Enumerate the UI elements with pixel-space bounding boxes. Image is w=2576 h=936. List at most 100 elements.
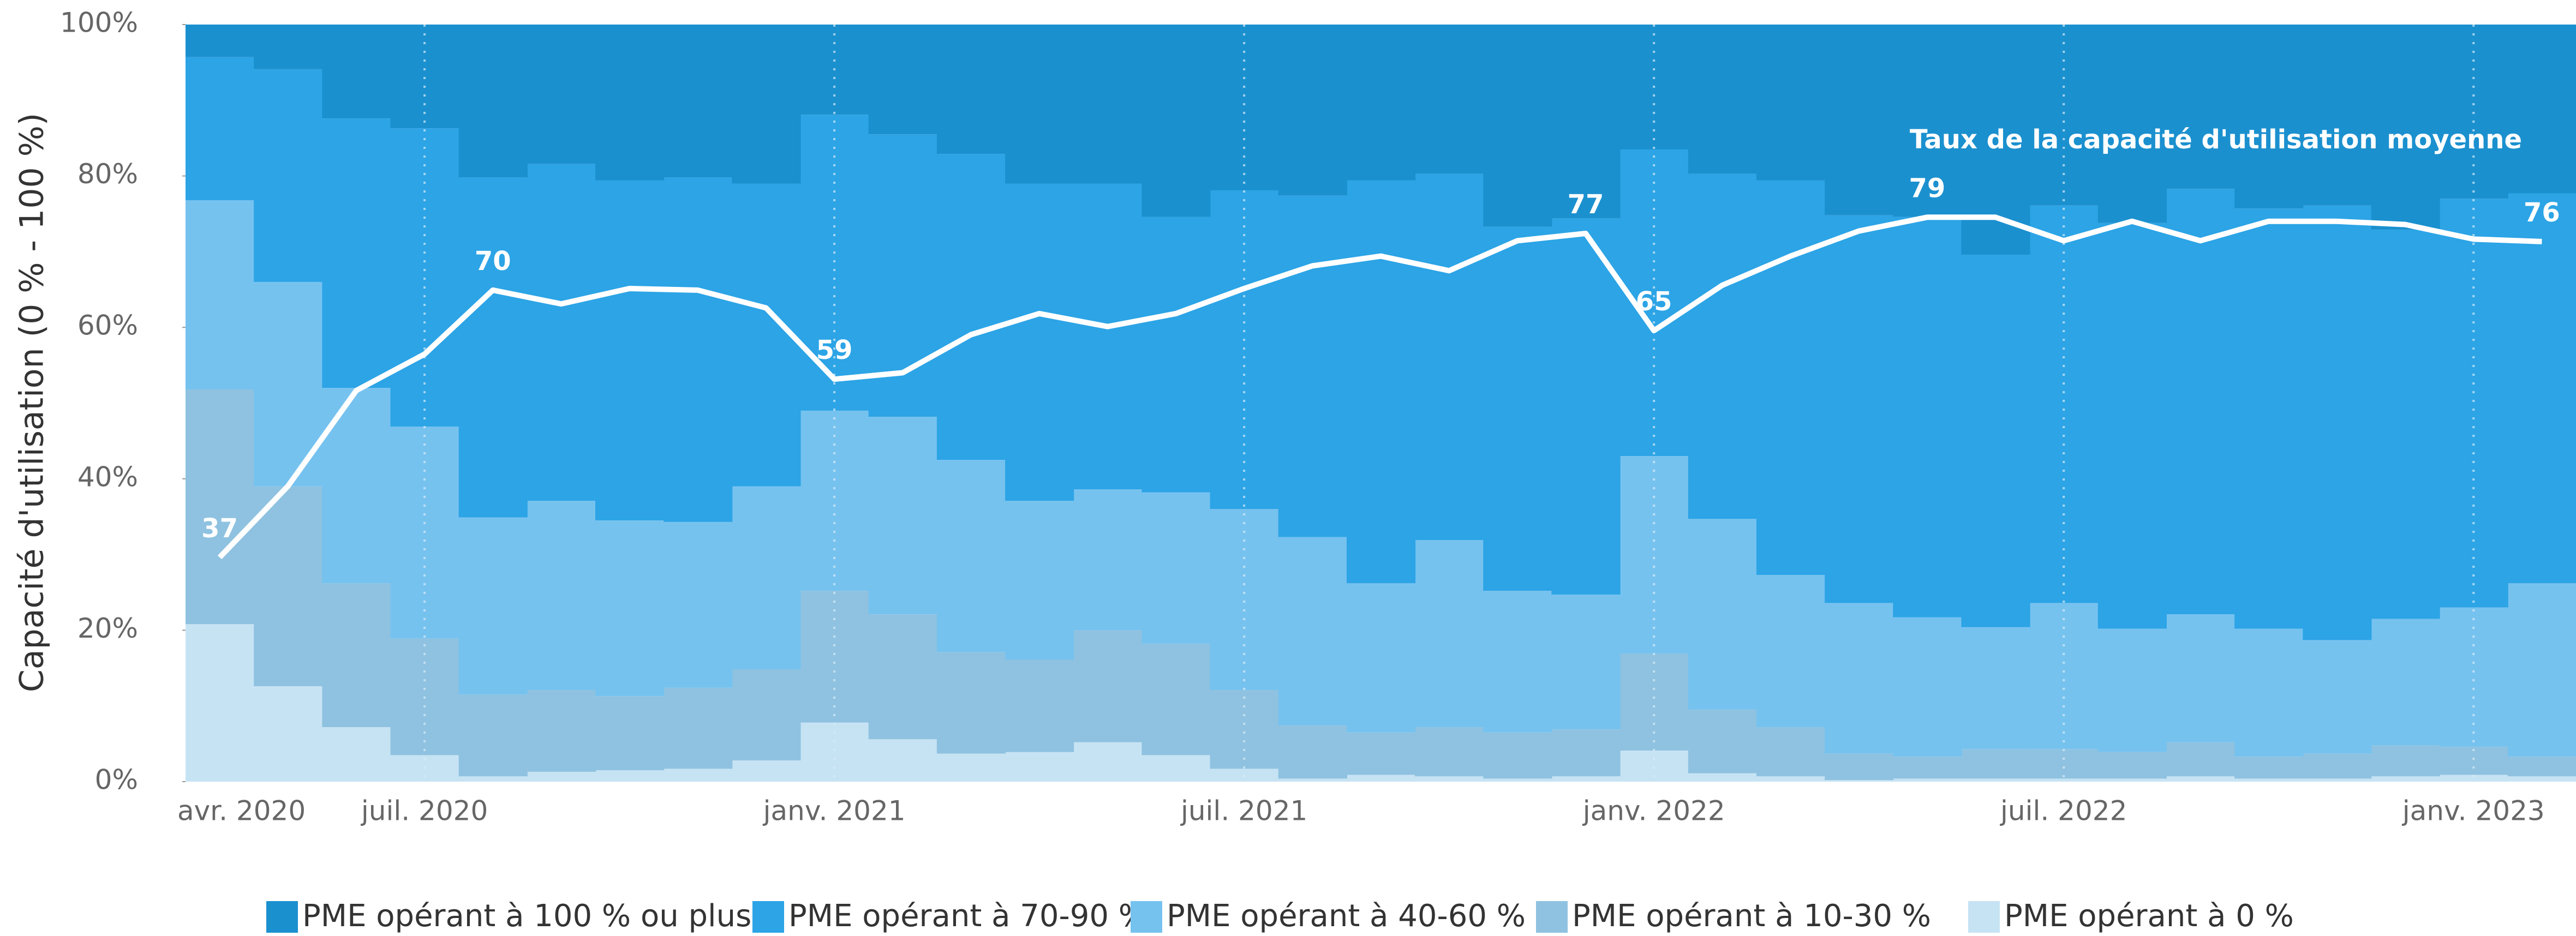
legend-swatch — [752, 901, 784, 933]
area-segment — [2439, 199, 2508, 608]
area-segment — [2439, 747, 2508, 775]
area-segment — [1551, 218, 1621, 595]
area-segment — [458, 517, 528, 695]
area-segment — [1551, 776, 1621, 782]
area-segment — [2507, 757, 2576, 777]
area-segment — [2234, 778, 2304, 782]
area-segment — [1756, 575, 1826, 728]
area-segment — [527, 164, 596, 501]
area-segment — [1141, 25, 1211, 217]
x-tick-label: juil. 2021 — [1180, 795, 1307, 827]
area-segment — [1688, 519, 1757, 710]
area-segment — [1825, 603, 1894, 754]
area-segment — [1961, 749, 2030, 779]
y-tick-label: 80% — [77, 158, 138, 190]
area-segment — [664, 687, 733, 769]
area-segment — [254, 686, 323, 782]
area-segment — [1961, 254, 2030, 627]
area-segment — [2234, 628, 2304, 757]
area-segment — [1073, 489, 1143, 631]
area-segment — [458, 177, 528, 518]
area-segment — [2029, 25, 2099, 206]
area-segment — [1278, 195, 1347, 537]
area-segment — [1005, 752, 1074, 782]
area-segment — [322, 118, 391, 388]
data-label: 37 — [201, 513, 238, 544]
area-segment — [2097, 628, 2167, 752]
area-segment — [1005, 25, 1074, 184]
y-axis-title: Capacité d'utilisation (0 % - 100 %) — [13, 113, 51, 692]
area-segment — [1961, 778, 2030, 782]
area-segment — [1346, 180, 1416, 584]
area-segment — [2234, 208, 2304, 629]
area-segment — [2371, 619, 2440, 746]
area-segment — [936, 25, 1006, 154]
area-segment — [2303, 753, 2372, 779]
area-segment — [2166, 742, 2236, 777]
area-segment — [664, 177, 733, 522]
area-segment — [1073, 630, 1143, 742]
x-tick-label: janv. 2022 — [1582, 795, 1725, 827]
x-tick-label: janv. 2023 — [2402, 795, 2545, 827]
area-segment — [595, 770, 665, 782]
area-segment — [527, 771, 596, 782]
area-segment — [390, 25, 459, 129]
area-segment — [2303, 25, 2372, 206]
area-segment — [800, 115, 869, 411]
area-segment — [936, 154, 1006, 460]
y-tick-label: 100% — [60, 7, 138, 39]
area-segment — [1346, 25, 1416, 181]
area-segment — [1141, 755, 1211, 782]
data-label: 59 — [816, 335, 853, 365]
area-segment — [1551, 595, 1621, 730]
area-segment — [1005, 501, 1074, 660]
area-segment — [1825, 25, 1894, 215]
area-segment — [1278, 537, 1347, 726]
area-segment — [1005, 183, 1074, 501]
legend-label: PME opérant à 40-60 % — [1167, 898, 1526, 934]
area-segment — [2097, 223, 2167, 629]
area-segment — [1961, 627, 2030, 749]
area-segment — [186, 624, 255, 782]
area-segment — [322, 727, 391, 782]
area-segment — [936, 753, 1006, 782]
legend-label: PME opérant à 0 % — [2004, 898, 2294, 934]
area-segment — [664, 769, 733, 782]
area-segment — [322, 583, 391, 728]
data-label: 79 — [1909, 173, 1945, 203]
area-segment — [1756, 776, 1826, 782]
area-segment — [2234, 25, 2304, 209]
area-segment — [868, 614, 937, 740]
area-segment — [254, 25, 323, 69]
area-segment — [390, 128, 459, 427]
legend-swatch — [1968, 901, 2000, 933]
area-segment — [1210, 509, 1279, 691]
area-segment — [800, 722, 869, 782]
area-segment — [732, 760, 801, 782]
area-segment — [1073, 183, 1143, 490]
legend-label: PME opérant à 70-90 % — [788, 898, 1147, 934]
area-segment — [1415, 25, 1484, 174]
area-segment — [1415, 173, 1484, 541]
area-segment — [2234, 757, 2304, 779]
area-segment — [2371, 230, 2440, 619]
area-segment — [527, 25, 596, 164]
y-tick-label: 40% — [77, 461, 138, 493]
area-segment — [2371, 776, 2440, 782]
area-segment — [2166, 614, 2236, 742]
area-segment — [1483, 591, 1552, 733]
area-segment — [186, 57, 255, 201]
average-line — [217, 214, 2542, 560]
area-segment — [1825, 753, 1894, 781]
area-segment — [2303, 205, 2372, 640]
area-segment — [1005, 659, 1074, 752]
area-segment — [868, 739, 937, 782]
legend-label: PME opérant à 100 % ou plus — [302, 898, 751, 934]
area-segment — [1141, 217, 1211, 493]
area-segment — [2303, 640, 2372, 754]
area-segment — [2097, 25, 2167, 223]
area-segment — [2507, 25, 2576, 194]
area-segment — [1073, 25, 1143, 184]
area-segment — [1825, 215, 1894, 603]
